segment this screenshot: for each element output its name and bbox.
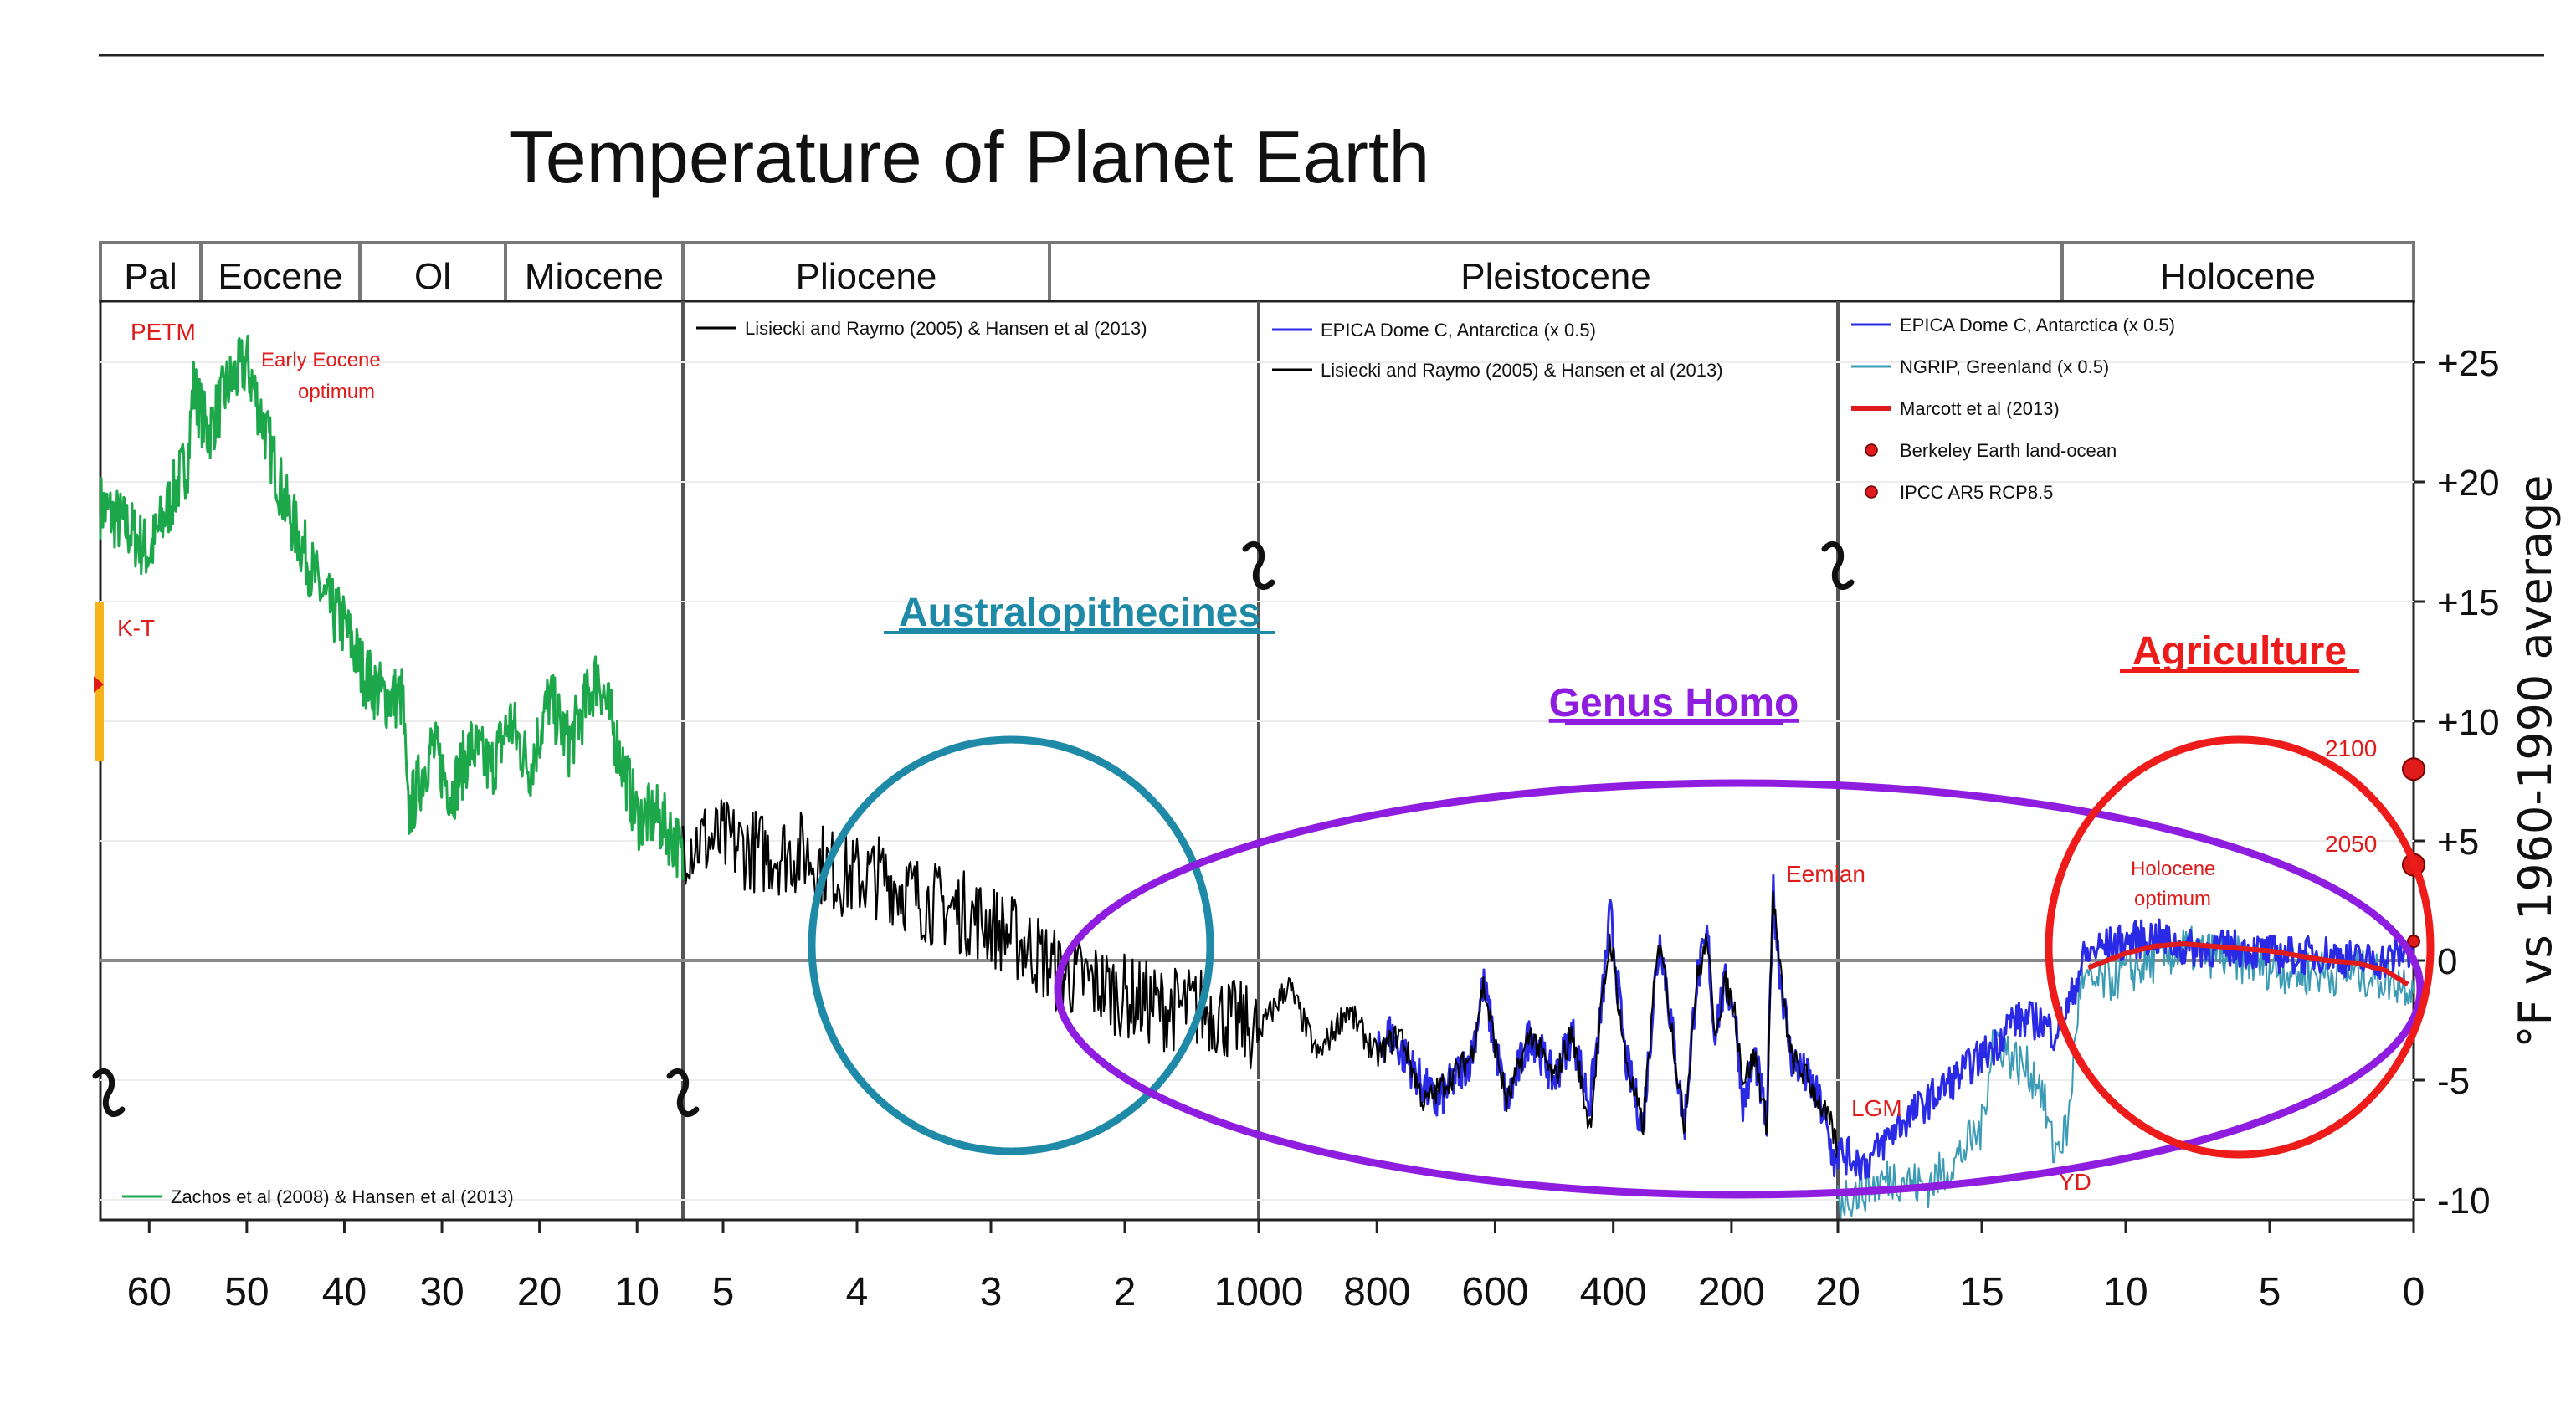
overlay-australopithecines-label: Australopithecines xyxy=(899,591,1260,635)
series-berkeley-earth-land-ocean-point xyxy=(2407,935,2420,949)
scale-breaks xyxy=(92,541,1855,1117)
gridlines xyxy=(100,361,2414,1201)
epoch-label-pal: Pal xyxy=(124,256,177,297)
legend-epica-dome-c-antarctica-x-0-5-label: EPICA Dome C, Antarctica (x 0.5) xyxy=(1900,315,2175,336)
legend-marcott-et-al-2013-label: Marcott et al (2013) xyxy=(1900,398,2060,419)
scale-break-icon xyxy=(1821,541,1855,590)
series-marcott-et-al-2013-line xyxy=(2087,941,2409,987)
series-zachos-et-al-2008-hansen-et-al-2013-line xyxy=(99,334,685,880)
x-tick-label: 600 xyxy=(1461,1270,1528,1314)
scale-break-icon xyxy=(1242,541,1275,590)
epoch-label-eocene: Eocene xyxy=(218,256,342,297)
annotation-lgm: LGM xyxy=(1851,1095,1902,1121)
y-tick-label: 0 xyxy=(2437,941,2457,982)
y-axis-label: °F vs 1960-1990 average xyxy=(2509,474,2562,1048)
epoch-label-pliocene: Pliocene xyxy=(796,256,937,297)
y-tick-label: +15 xyxy=(2437,582,2500,623)
annotation-holocene: Holocene xyxy=(2131,858,2215,880)
overlay-genus-homo-ellipse xyxy=(1054,779,2425,1199)
x-tick-label: 10 xyxy=(2103,1270,2148,1314)
annotation-petm: PETM xyxy=(131,319,196,345)
epoch-labels: Pal Eocene Ol Miocene Pliocene Pleistocene Hol… xyxy=(124,256,2316,297)
x-tick-label: 4 xyxy=(846,1270,869,1314)
epoch-label-pleistocene: Pleistocene xyxy=(1460,256,1650,297)
legend-berkeley-earth-land-ocean-label: Berkeley Earth land-ocean xyxy=(1900,440,2117,461)
x-tick-label: 60 xyxy=(127,1270,172,1314)
legend-berkeley-earth-land-ocean-swatch xyxy=(1865,443,1878,457)
legend-ipcc-ar5-rcp8-5-swatch xyxy=(1865,485,1878,499)
annotation-2100: 2100 xyxy=(2325,735,2377,761)
overlays: Australopithecines Genus Homo Agriculture xyxy=(808,591,2435,1199)
series-ipcc-ar5-rcp8-5-point xyxy=(2402,757,2425,781)
x-tick-label: 20 xyxy=(517,1270,562,1314)
epoch-label-ol: Ol xyxy=(414,256,451,297)
x-tick-label: 30 xyxy=(419,1270,464,1314)
y-tick-label: -5 xyxy=(2437,1061,2470,1102)
legend-ngrip-greenland-x-0-5-label: NGRIP, Greenland (x 0.5) xyxy=(1900,356,2109,377)
scale-break-icon xyxy=(666,1068,700,1117)
legends: Zachos et al (2008) & Hansen et al (2013… xyxy=(122,315,2175,1207)
legend-lisiecki-and-raymo-2005-hansen-et-al-2013-label: Lisiecki and Raymo (2005) & Hansen et al… xyxy=(745,318,1147,339)
series-epica-dome-c-antarctica-x-0-5-line xyxy=(1375,874,1840,1177)
epoch-dividers xyxy=(199,243,2064,301)
x-tick-label: 5 xyxy=(712,1270,735,1314)
y-tick-label: +10 xyxy=(2437,702,2500,743)
annotation-optimum: optimum xyxy=(298,381,375,403)
panel-dividers xyxy=(681,301,1840,1220)
epoch-label-miocene: Miocene xyxy=(525,256,664,297)
x-tick-label: 0 xyxy=(2403,1270,2425,1314)
x-tick-label: 5 xyxy=(2259,1270,2281,1314)
x-tick-label: 200 xyxy=(1698,1270,1765,1314)
scale-break-icon xyxy=(92,1068,126,1117)
chart-title: Temperature of Planet Earth xyxy=(509,115,1430,198)
legend-epica-dome-c-antarctica-x-0-5-label: EPICA Dome C, Antarctica (x 0.5) xyxy=(1321,320,1596,341)
epoch-label-holocene: Holocene xyxy=(2160,256,2316,297)
legend-ipcc-ar5-rcp8-5-label: IPCC AR5 RCP8.5 xyxy=(1900,482,2053,503)
series-ngrip-greenland-x-0-5-line xyxy=(1837,925,2414,1220)
y-tick-label: -10 xyxy=(2437,1181,2491,1222)
kt-boundary-marker xyxy=(94,676,104,693)
y-tick-label: +5 xyxy=(2437,822,2479,863)
x-tick-label: 10 xyxy=(615,1270,659,1314)
series-lisiecki-and-raymo-2005-hansen-et-al-2013-line xyxy=(681,799,1260,1070)
x-tick-label: 1000 xyxy=(1214,1270,1304,1314)
x-tick-label: 2 xyxy=(1114,1270,1137,1314)
y-axis: +25 +20 +15 +10 +5 0 -5 -10 xyxy=(2414,343,2500,1222)
overlay-agriculture-ellipse xyxy=(2045,735,2435,1159)
y-tick-label: +20 xyxy=(2437,463,2500,504)
series-lisiecki-and-raymo-2005-hansen-et-al-2013-line xyxy=(1258,890,1839,1159)
x-tick-label: 50 xyxy=(224,1270,269,1314)
x-tick-label: 3 xyxy=(980,1270,1003,1314)
annotation-eemian: Eemian xyxy=(1786,861,1865,887)
x-tick-label: 800 xyxy=(1343,1270,1410,1314)
y-tick-label: +25 xyxy=(2437,343,2500,384)
x-tick-label: 40 xyxy=(322,1270,367,1314)
x-tick-label: 20 xyxy=(1815,1270,1860,1314)
overlay-genus-homo-label: Genus Homo xyxy=(1549,681,1799,725)
x-tick-label: 15 xyxy=(1959,1270,2004,1314)
annotation-optimum: optimum xyxy=(2134,888,2211,910)
x-tick-label: 400 xyxy=(1580,1270,1647,1314)
legend-zachos-et-al-2008-hansen-et-al-2013-label: Zachos et al (2008) & Hansen et al (2013… xyxy=(171,1186,514,1207)
annotation-2050: 2050 xyxy=(2325,831,2377,857)
annotation-early-eocene: Early Eocene xyxy=(261,349,381,371)
x-tick-label: 20 xyxy=(1815,1270,1860,1314)
annotation-k-t: K-T xyxy=(117,615,155,641)
series-layer xyxy=(99,334,2425,1220)
overlay-agriculture-label: Agriculture xyxy=(2132,629,2347,674)
legend-lisiecki-and-raymo-2005-hansen-et-al-2013-label: Lisiecki and Raymo (2005) & Hansen et al… xyxy=(1321,360,1723,381)
overlay-australopithecines-ellipse xyxy=(808,735,1214,1155)
